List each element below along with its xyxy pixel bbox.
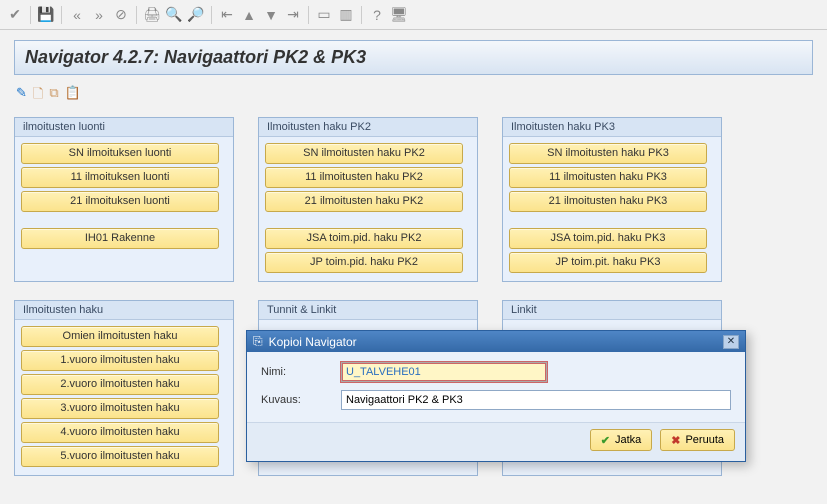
- panel-body: SN ilmoitusten haku PK2 11 ilmoitusten ha…: [259, 137, 477, 281]
- panel-button[interactable]: 2.vuoro ilmoitusten haku: [21, 374, 219, 395]
- find-icon[interactable]: 🔍: [165, 6, 183, 24]
- panel-button[interactable]: 11 ilmoitusten haku PK2: [265, 167, 463, 188]
- copy-icon[interactable]: ⧉: [49, 85, 58, 107]
- cancel-icon[interactable]: ⊘: [112, 6, 130, 24]
- panel: Ilmoitusten haku PK2SN ilmoitusten haku …: [258, 117, 478, 282]
- panels-row-1: ilmoitusten luonti SN ilmoituksen luonti 1…: [14, 117, 813, 282]
- panel-button[interactable]: Omien ilmoitusten haku: [21, 326, 219, 347]
- panel: Ilmoitusten haku Omien ilmoitusten haku 1.…: [14, 300, 234, 476]
- panel-button[interactable]: JSA toim.pid. haku PK2: [265, 228, 463, 249]
- pencil-icon[interactable]: ✎: [16, 85, 27, 107]
- continue-label: Jatka: [615, 434, 641, 446]
- first-page-icon[interactable]: ⇤: [218, 6, 236, 24]
- panel: ilmoitusten luonti SN ilmoituksen luonti 1…: [14, 117, 234, 282]
- panel-title: Ilmoitusten haku PK2: [259, 118, 477, 137]
- action-row: ✎ 🗋 ⧉ 📋: [14, 81, 813, 117]
- name-label: Nimi:: [261, 366, 341, 378]
- next-page-icon[interactable]: ▼: [262, 6, 280, 24]
- cancel-label: Peruuta: [685, 434, 724, 446]
- panel-button[interactable]: 21 ilmoitusten haku PK2: [265, 191, 463, 212]
- panel-button[interactable]: JP toim.pit. haku PK3: [509, 252, 707, 273]
- panel-button[interactable]: 11 ilmoituksen luonti: [21, 167, 219, 188]
- app-toolbar: ✔ 💾 « » ⊘ 🖨 🔍 🔎 ⇤ ▲ ▼ ⇥ ▭ ▥ ? 🖥: [0, 0, 827, 30]
- name-input[interactable]: [341, 362, 547, 382]
- panel-button[interactable]: JSA toim.pid. haku PK3: [509, 228, 707, 249]
- close-icon[interactable]: ✕: [723, 335, 739, 349]
- dialog-icon: ⎘: [253, 334, 263, 349]
- print-icon[interactable]: 🖨: [143, 6, 161, 24]
- panel-button[interactable]: 21 ilmoituksen luonti: [21, 191, 219, 212]
- panel-button[interactable]: 4.vuoro ilmoitusten haku: [21, 422, 219, 443]
- dialog-title: Kopioi Navigator: [269, 335, 357, 349]
- panel-title: Ilmoitusten haku PK3: [503, 118, 721, 137]
- continue-button[interactable]: ✔ Jatka: [590, 429, 653, 451]
- new-icon[interactable]: 🗋: [33, 85, 43, 107]
- panel-body: SN ilmoituksen luonti 11 ilmoituksen luon…: [15, 137, 233, 257]
- panel-button[interactable]: IH01 Rakenne: [21, 228, 219, 249]
- findnext-icon[interactable]: 🔎: [187, 6, 205, 24]
- panel-button[interactable]: SN ilmoitusten haku PK3: [509, 143, 707, 164]
- page-title: Navigator 4.2.7: Navigaattori PK2 & PK3: [14, 40, 813, 75]
- panel-title: Ilmoitusten haku: [15, 301, 233, 320]
- dialog-titlebar: ⎘ Kopioi Navigator ✕: [247, 331, 745, 352]
- desc-input[interactable]: [341, 390, 731, 410]
- layout1-icon[interactable]: ▭: [315, 6, 333, 24]
- panel-body: Omien ilmoitusten haku 1.vuoro ilmoituste…: [15, 320, 233, 475]
- panel-button[interactable]: SN ilmoitusten haku PK2: [265, 143, 463, 164]
- panel-button[interactable]: SN ilmoituksen luonti: [21, 143, 219, 164]
- last-page-icon[interactable]: ⇥: [284, 6, 302, 24]
- paste-icon[interactable]: 📋: [65, 85, 81, 107]
- panel-title: ilmoitusten luonti: [15, 118, 233, 137]
- layout2-icon[interactable]: ▥: [337, 6, 355, 24]
- panel-button[interactable]: 21 ilmoitusten haku PK3: [509, 191, 707, 212]
- back-icon[interactable]: «: [68, 6, 86, 24]
- copy-navigator-dialog: ⎘ Kopioi Navigator ✕ Nimi: Kuvaus: ✔ Jat…: [246, 330, 746, 462]
- check-icon[interactable]: ✔: [6, 6, 24, 24]
- back2-icon[interactable]: »: [90, 6, 108, 24]
- desc-label: Kuvaus:: [261, 394, 341, 406]
- panel-button[interactable]: 3.vuoro ilmoitusten haku: [21, 398, 219, 419]
- panel: Ilmoitusten haku PK3SN ilmoitusten haku …: [502, 117, 722, 282]
- screen-icon[interactable]: 🖥: [390, 6, 408, 24]
- panel-title: Tunnit & Linkit: [259, 301, 477, 320]
- panel-body: SN ilmoitusten haku PK3 11 ilmoitusten ha…: [503, 137, 721, 281]
- panel-button[interactable]: 5.vuoro ilmoitusten haku: [21, 446, 219, 467]
- panel-button[interactable]: 1.vuoro ilmoitusten haku: [21, 350, 219, 371]
- help-icon[interactable]: ?: [368, 6, 386, 24]
- x-icon: ✖: [671, 434, 680, 447]
- panel-button[interactable]: JP toim.pid. haku PK2: [265, 252, 463, 273]
- cancel-button[interactable]: ✖ Peruuta: [660, 429, 735, 451]
- panel-title: Linkit: [503, 301, 721, 320]
- save-icon[interactable]: 💾: [37, 6, 55, 24]
- check-icon: ✔: [601, 434, 610, 447]
- prev-page-icon[interactable]: ▲: [240, 6, 258, 24]
- panel-button[interactable]: 11 ilmoitusten haku PK3: [509, 167, 707, 188]
